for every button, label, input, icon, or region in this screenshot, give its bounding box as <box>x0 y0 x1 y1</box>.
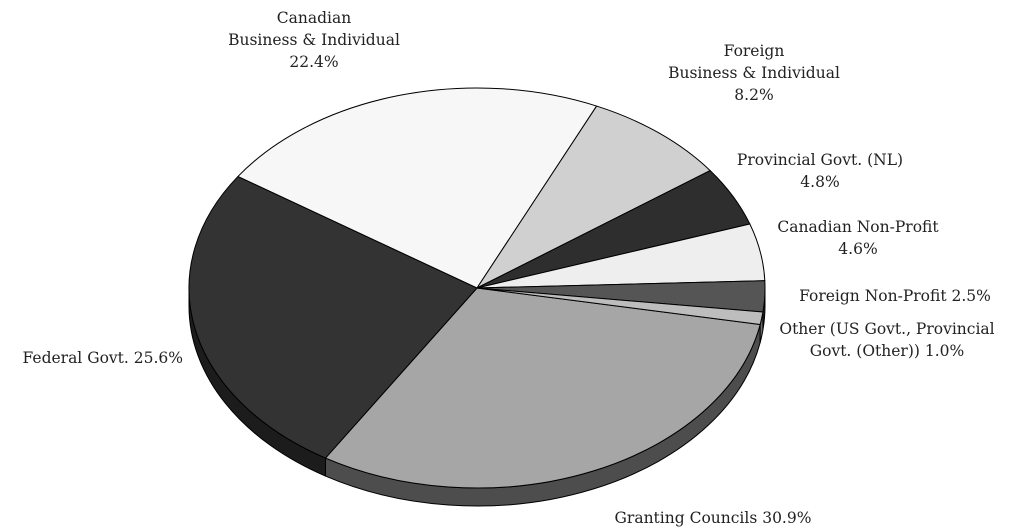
slice-granting-councils <box>324 287 761 489</box>
slice-label-foreign-business-individual: Foreign Business & Individual 8.2% <box>668 42 840 104</box>
slice-label-federal-govt: Federal Govt. 25.6% <box>22 349 183 367</box>
slice-labels: Granting Councils 30.9% Federal Govt. 25.… <box>22 9 994 527</box>
slice-label-canadian-non-profit: Canadian Non-Profit 4.6% <box>777 218 939 258</box>
slice-label-granting-councils: Granting Councils 30.9% <box>615 509 812 527</box>
slice-label-foreign-non-profit: Foreign Non-Profit 2.5% <box>799 287 991 305</box>
slice-foreign-business-individual <box>476 105 711 289</box>
slice-label-other-us-govt-provincial-govt-other: Other (US Govt., Provincial Govt. (Other)… <box>779 320 994 360</box>
slice-label-provincial-govt-nl: Provincial Govt. (NL) 4.8% <box>737 151 903 191</box>
slice-federal-govt <box>188 175 478 459</box>
slice-canadian-business-individual <box>237 87 598 289</box>
slice-other-us-govt-provincial-govt-other <box>476 287 764 325</box>
slice-label-canadian-business-individual: Canadian Business & Individual 22.4% <box>228 9 400 71</box>
pie-slices <box>188 87 766 489</box>
